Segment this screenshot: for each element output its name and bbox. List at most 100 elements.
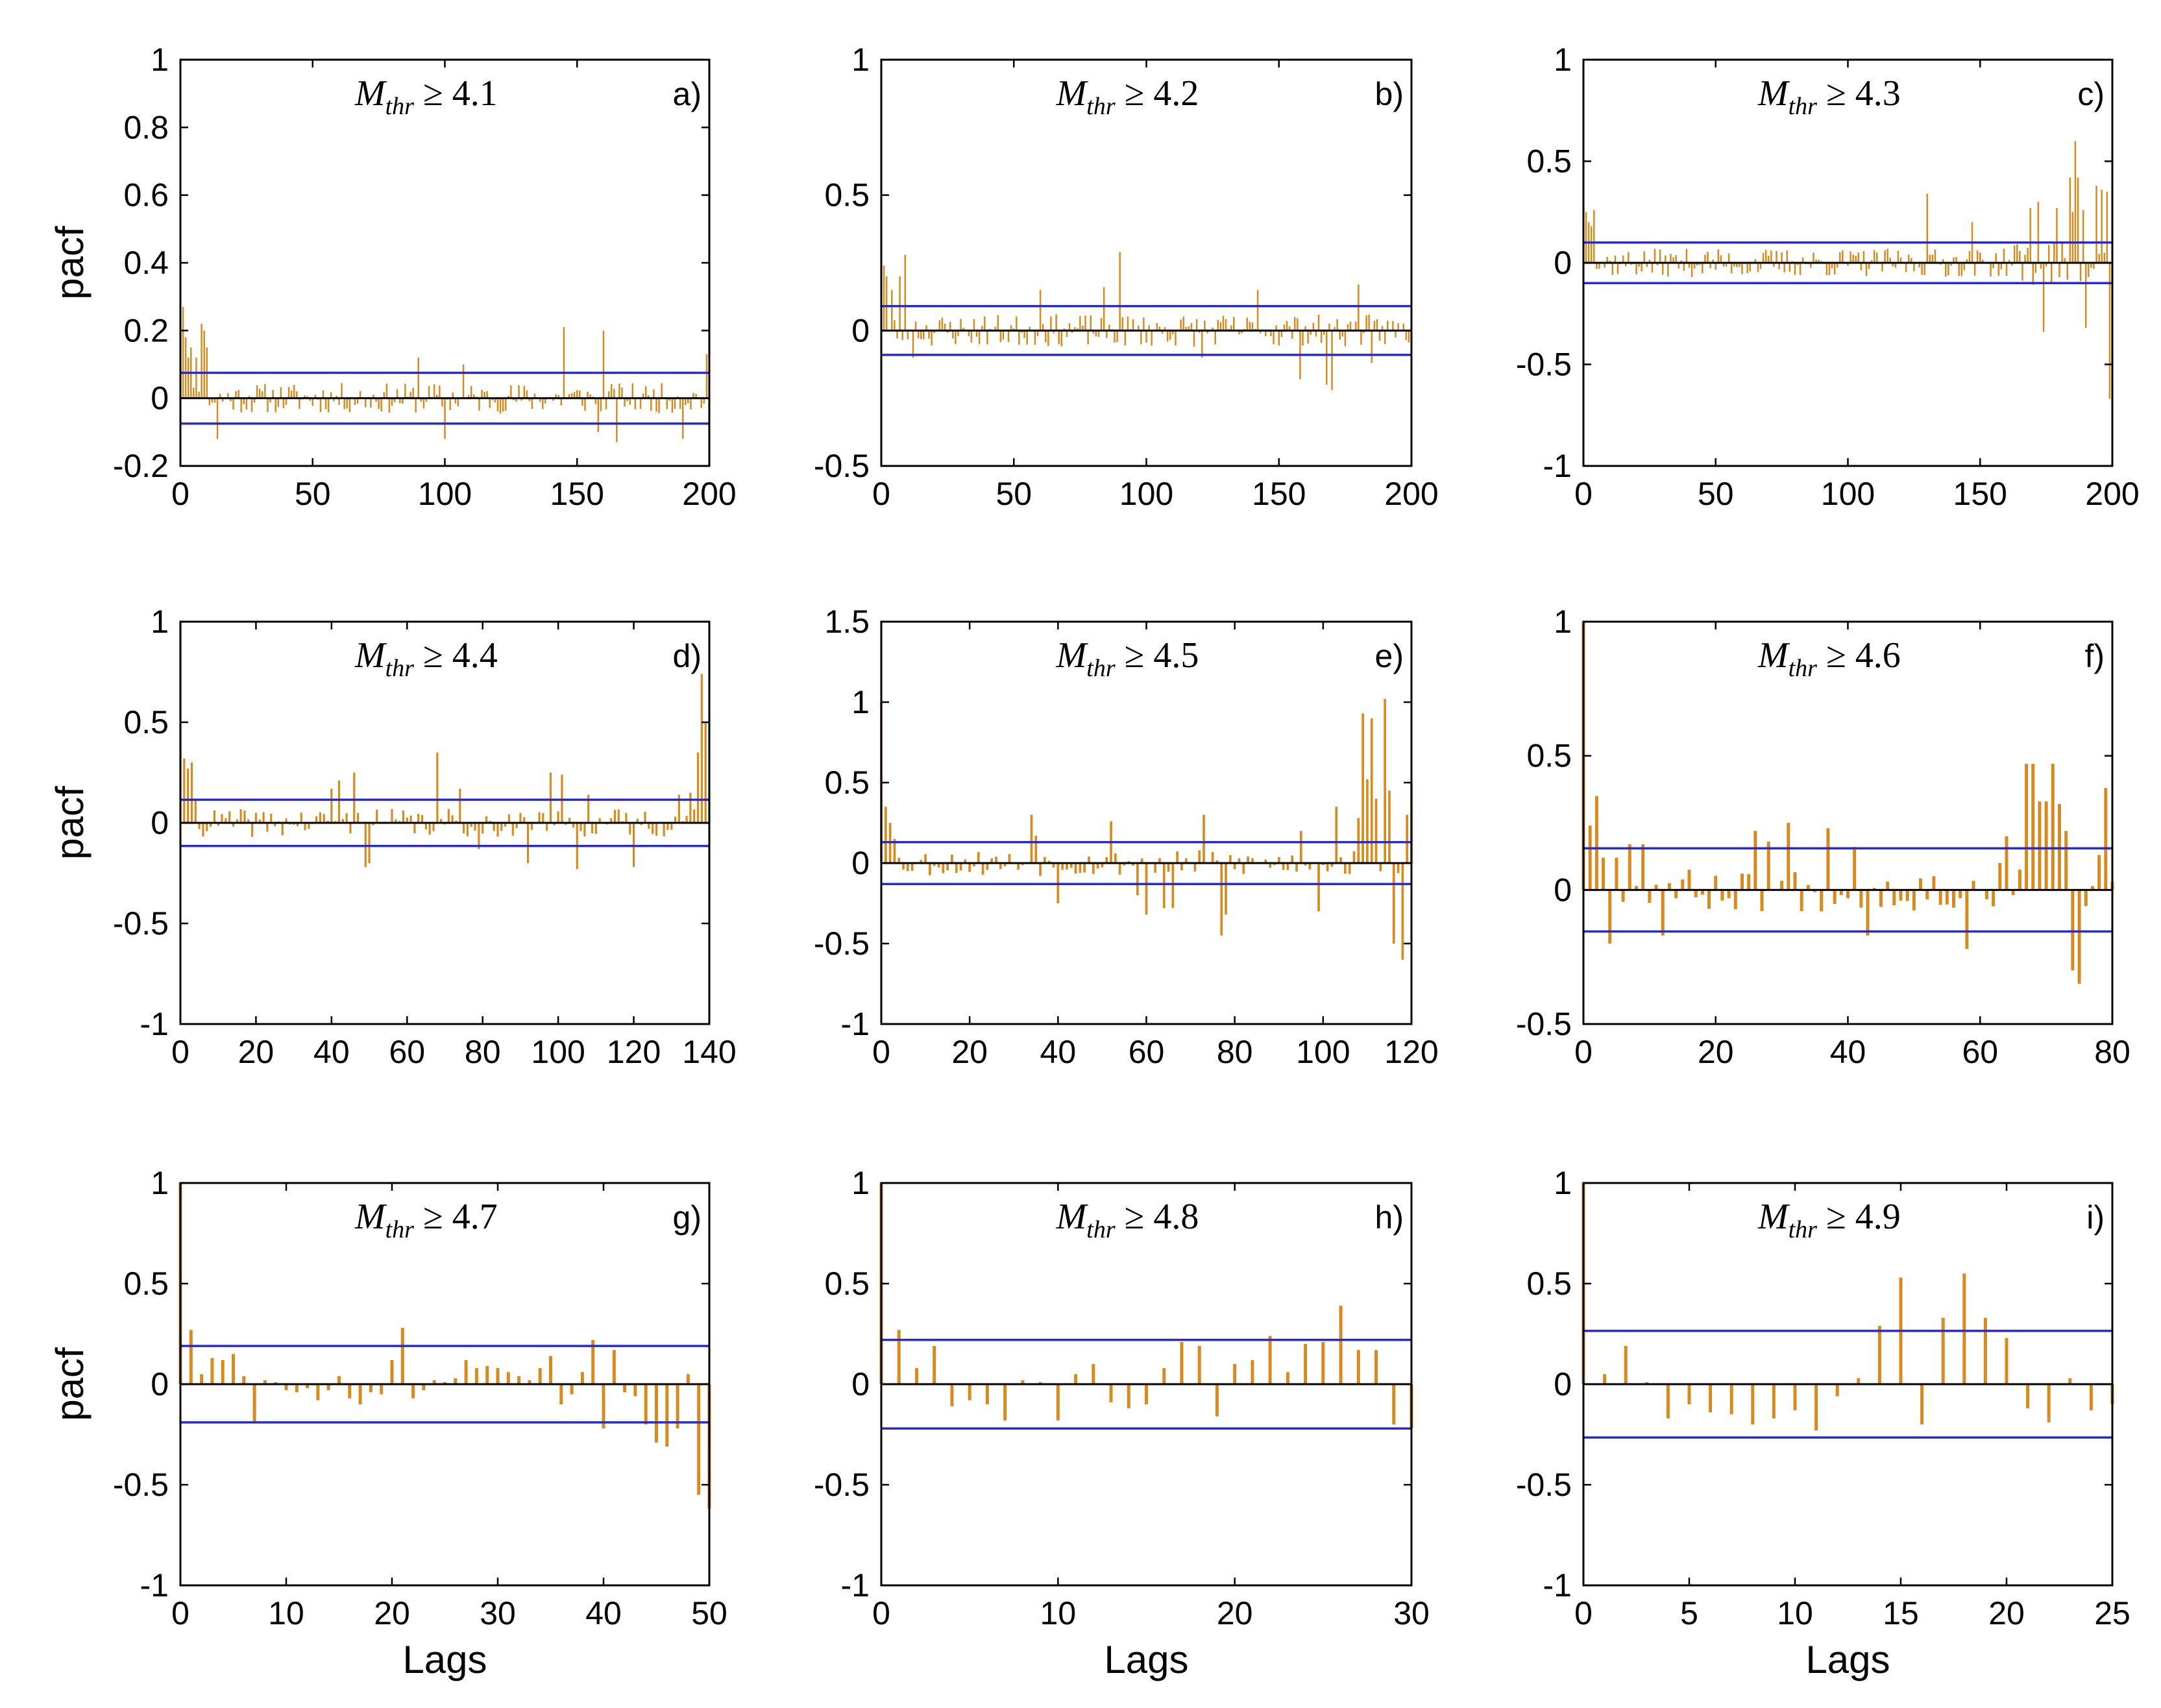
bar xyxy=(563,327,565,398)
bar xyxy=(2005,1337,2008,1384)
bar xyxy=(2058,804,2061,890)
bar xyxy=(2064,258,2066,263)
bar xyxy=(897,857,901,863)
bar xyxy=(253,398,256,403)
bar xyxy=(1264,859,1267,863)
bar xyxy=(1158,326,1161,331)
bar xyxy=(678,794,681,823)
bar xyxy=(914,321,917,331)
bar xyxy=(1766,841,1770,890)
bar xyxy=(997,315,999,331)
bar xyxy=(1800,890,1803,912)
bar xyxy=(466,823,469,836)
bar xyxy=(216,398,219,439)
bar xyxy=(891,289,893,331)
bar xyxy=(1052,863,1055,868)
bar xyxy=(572,823,575,828)
bar xyxy=(1728,253,1730,263)
bar xyxy=(1778,263,1780,269)
y-tick-label: 0 xyxy=(851,845,870,881)
panel-h: 0 10 20 30 -1 -0.5 0 0.5 1 Mthr ≥ 4.8 h) Lags xyxy=(814,1165,1430,1681)
bar xyxy=(607,391,610,398)
bar xyxy=(1693,263,1696,269)
bar xyxy=(1151,330,1153,346)
panel-label: e) xyxy=(1375,638,1404,674)
bar xyxy=(2019,250,2021,263)
bar xyxy=(1366,779,1369,863)
x-tick-label: 150 xyxy=(550,476,604,512)
panel-title: Mthr ≥ 4.7 xyxy=(354,1197,498,1243)
bar xyxy=(552,398,554,401)
bar xyxy=(1193,330,1195,347)
bar xyxy=(375,398,377,402)
bar xyxy=(1641,844,1645,890)
bar xyxy=(617,809,620,823)
bars xyxy=(1582,60,2114,399)
bar xyxy=(1945,263,1947,277)
bar xyxy=(250,398,253,412)
bar xyxy=(1203,814,1205,863)
bar xyxy=(1114,330,1116,343)
bar xyxy=(343,398,345,409)
bar xyxy=(406,817,408,823)
bar xyxy=(1190,323,1193,331)
bar xyxy=(1167,863,1170,872)
bar xyxy=(986,863,989,870)
bar xyxy=(443,1382,446,1384)
bar xyxy=(2047,1384,2051,1422)
bar xyxy=(2093,263,2095,269)
bar xyxy=(1395,330,1397,338)
bar xyxy=(202,823,204,836)
bar xyxy=(625,812,628,823)
bar xyxy=(1712,259,1714,263)
bar xyxy=(1349,321,1352,331)
bar xyxy=(1172,330,1174,335)
bar xyxy=(1044,857,1046,863)
bar xyxy=(1806,884,1810,890)
bar xyxy=(2085,263,2087,328)
bar xyxy=(1717,249,1720,263)
bar xyxy=(893,838,896,863)
bar xyxy=(1754,259,1757,263)
bar xyxy=(1092,863,1095,874)
bar xyxy=(626,398,628,402)
bar xyxy=(634,398,637,409)
bar xyxy=(1374,1350,1378,1384)
bar xyxy=(1132,863,1134,866)
bar xyxy=(666,823,669,830)
bar xyxy=(306,1384,310,1389)
bar xyxy=(1741,263,1743,274)
x-tick-label: 0 xyxy=(171,476,189,512)
bar xyxy=(949,321,951,331)
bar xyxy=(1166,330,1169,342)
bar xyxy=(1280,330,1283,337)
bar xyxy=(1021,330,1023,333)
bar xyxy=(1270,330,1272,336)
bar xyxy=(1341,330,1344,337)
bar xyxy=(518,385,520,398)
bar xyxy=(1307,330,1309,344)
bar xyxy=(1007,330,1010,343)
bar xyxy=(1233,863,1236,870)
bar xyxy=(319,398,322,412)
bar xyxy=(1109,1384,1113,1402)
bar xyxy=(580,1372,584,1384)
bar xyxy=(1003,863,1007,866)
bar xyxy=(1295,863,1298,872)
bar xyxy=(639,398,642,409)
bar xyxy=(280,387,282,398)
bar xyxy=(2106,191,2108,263)
y-tick-label: 0.5 xyxy=(1526,1265,1572,1302)
bar xyxy=(455,820,458,823)
x-tick-label: 0 xyxy=(1574,1595,1593,1631)
bar xyxy=(973,863,975,867)
panel-title: Mthr ≥ 4.4 xyxy=(354,635,498,682)
bar xyxy=(1783,263,1785,273)
bar xyxy=(274,1382,278,1384)
bar xyxy=(2051,263,2053,283)
bar xyxy=(1344,863,1347,874)
bar xyxy=(924,854,927,863)
bar xyxy=(304,823,306,831)
bar xyxy=(243,811,246,823)
